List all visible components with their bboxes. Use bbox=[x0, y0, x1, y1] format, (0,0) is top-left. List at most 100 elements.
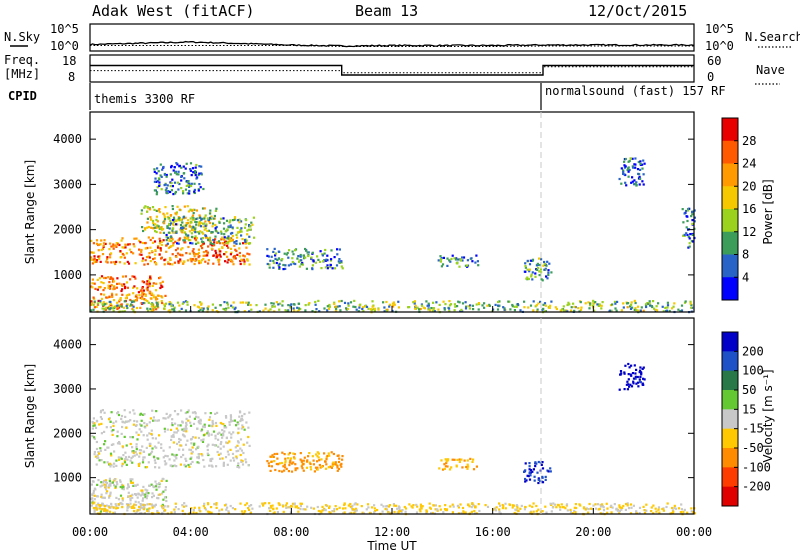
heatmap-cell bbox=[116, 282, 119, 285]
heatmap-cell bbox=[629, 307, 633, 310]
heatmap-cell bbox=[215, 255, 219, 258]
heatmap-cell bbox=[302, 469, 305, 472]
heatmap-cell bbox=[222, 434, 225, 437]
heatmap-cell bbox=[158, 434, 161, 437]
heatmap-cell bbox=[244, 242, 247, 245]
heatmap-cell bbox=[547, 271, 550, 274]
heatmap-cell bbox=[175, 162, 178, 165]
heatmap-cell bbox=[328, 505, 331, 508]
heatmap-cell bbox=[548, 262, 551, 265]
heatmap-cell bbox=[638, 380, 642, 383]
heatmap-cell bbox=[328, 506, 331, 509]
heatmap-cell bbox=[596, 303, 599, 306]
heatmap-cell bbox=[125, 252, 128, 255]
heatmap-cell bbox=[101, 484, 104, 487]
heatmap-cell bbox=[106, 490, 109, 493]
heatmap-cell bbox=[416, 505, 419, 508]
heatmap-cell bbox=[164, 417, 167, 420]
heatmap-cell bbox=[626, 380, 629, 383]
heatmap-cell bbox=[170, 245, 173, 248]
heatmap-cell bbox=[115, 286, 118, 289]
heatmap-cell bbox=[114, 486, 117, 489]
heatmap-cell bbox=[111, 294, 114, 297]
heatmap-cell bbox=[103, 293, 106, 296]
heatmap-cell bbox=[305, 249, 308, 252]
heatmap-cell bbox=[445, 460, 448, 463]
heatmap-cell bbox=[223, 426, 226, 429]
heatmap-cell bbox=[428, 502, 431, 505]
heatmap-cell bbox=[545, 511, 548, 514]
heatmap-cell bbox=[212, 262, 215, 265]
heatmap-cell bbox=[639, 309, 642, 312]
heatmap-cell bbox=[210, 511, 213, 514]
heatmap-cell bbox=[130, 303, 133, 306]
heatmap-cell bbox=[198, 422, 201, 425]
heatmap-cell bbox=[163, 427, 166, 430]
heatmap-cell bbox=[658, 511, 661, 514]
heatmap-cell bbox=[211, 419, 214, 423]
heatmap-cell bbox=[462, 511, 465, 514]
heatmap-cell bbox=[273, 247, 276, 250]
heatmap-cell bbox=[214, 235, 217, 238]
heatmap-cell bbox=[174, 455, 177, 458]
heatmap-cell bbox=[484, 504, 487, 507]
heatmap-cell bbox=[159, 231, 162, 234]
heatmap-cell bbox=[691, 210, 694, 213]
heatmap-cell bbox=[236, 253, 239, 256]
heatmap-cell bbox=[316, 455, 319, 458]
heatmap-cell bbox=[196, 427, 199, 430]
heatmap-cell bbox=[638, 378, 641, 381]
heatmap-cell bbox=[249, 228, 252, 231]
heatmap-cell bbox=[221, 242, 225, 245]
heatmap-cell bbox=[157, 419, 160, 422]
heatmap-cell bbox=[397, 510, 400, 513]
heatmap-cell bbox=[146, 246, 149, 250]
heatmap-cell bbox=[528, 504, 531, 507]
heatmap-cell bbox=[190, 225, 193, 229]
heatmap-cell bbox=[141, 492, 145, 496]
heatmap-cell bbox=[92, 242, 95, 245]
heatmap-cell bbox=[633, 299, 636, 302]
heatmap-cell bbox=[150, 305, 153, 308]
heatmap-cell bbox=[138, 253, 141, 256]
heatmap-cell bbox=[281, 300, 284, 303]
heatmap-cell bbox=[130, 506, 133, 509]
heatmap-cell bbox=[444, 303, 447, 306]
heatmap-cell bbox=[531, 470, 534, 473]
heatmap-cell bbox=[297, 308, 300, 311]
heatmap-cell bbox=[228, 421, 231, 424]
heatmap-cell bbox=[172, 224, 175, 227]
heatmap-cell bbox=[146, 509, 149, 513]
heatmap-cell bbox=[662, 507, 665, 510]
heatmap-cell bbox=[631, 157, 634, 160]
heatmap-cell bbox=[169, 256, 172, 260]
heatmap-cell bbox=[689, 300, 692, 303]
heatmap-cell bbox=[673, 504, 676, 507]
heatmap-cell bbox=[122, 306, 126, 309]
heatmap-cell bbox=[124, 458, 127, 461]
heatmap-cell bbox=[202, 241, 205, 244]
heatmap-cell bbox=[239, 419, 242, 423]
heatmap-cell bbox=[218, 263, 221, 266]
heatmap-cell bbox=[343, 503, 346, 507]
heatmap-cell bbox=[154, 253, 157, 256]
heatmap-cell bbox=[119, 479, 122, 482]
heatmap-cell bbox=[142, 302, 145, 305]
heatmap-cell bbox=[524, 270, 527, 273]
heatmap-cell bbox=[276, 452, 279, 455]
heatmap-cell bbox=[629, 512, 633, 515]
heatmap-cell bbox=[182, 429, 185, 432]
heatmap-cell bbox=[194, 259, 197, 262]
heatmap-cell bbox=[427, 308, 430, 311]
heatmap-cell bbox=[632, 377, 636, 380]
heatmap-cell bbox=[123, 435, 126, 438]
heatmap-cell bbox=[189, 462, 192, 465]
heatmap-cell bbox=[104, 242, 107, 245]
heatmap-cell bbox=[165, 233, 168, 237]
heatmap-cell bbox=[163, 305, 166, 308]
heatmap-cell bbox=[419, 510, 422, 513]
heatmap-cell bbox=[370, 506, 374, 509]
heatmap-cell bbox=[121, 445, 124, 448]
heatmap-cell bbox=[214, 249, 217, 252]
heatmap-cell bbox=[107, 284, 110, 287]
